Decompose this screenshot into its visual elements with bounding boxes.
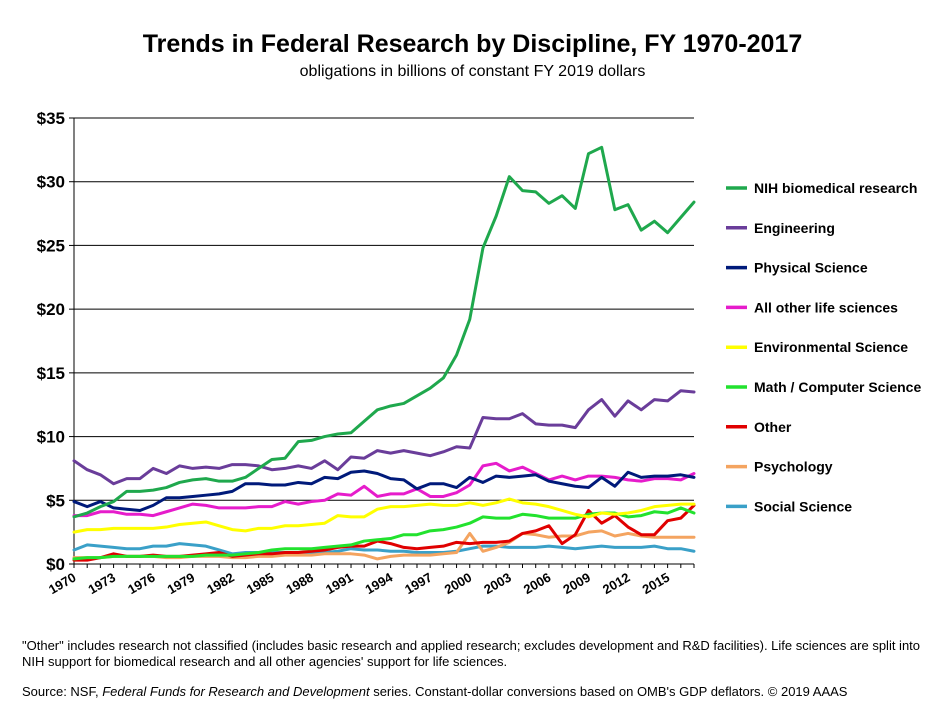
series-line-social-science [72,542,696,556]
y-tick-label: $25 [37,236,65,255]
y-tick-labels: $0 $5 $10 $15 $20 $25 $30 $35 [37,109,65,574]
y-tick-label: $0 [46,555,65,574]
x-tick-label: 1991 [323,570,356,597]
source-note: Source: NSF, Federal Funds for Research … [22,684,927,699]
x-tick-label: 2006 [521,570,554,597]
x-tick-label: 2009 [560,570,593,597]
y-tick-label: $20 [37,300,65,319]
series-line-all-other-life-sciences [72,461,696,518]
legend-label-environmental-science: Environmental Science [754,339,908,355]
x-tick-label: 2000 [442,570,475,597]
x-tick-label: 2015 [640,570,673,597]
x-tick-label: 1982 [204,570,237,597]
x-tick-label: 2003 [481,570,514,597]
legend-label-all-other-life-sciences: All other life sciences [754,299,898,315]
y-tick-label: $30 [37,173,65,192]
y-tick-label: $10 [37,428,65,447]
legend-label-other: Other [754,419,792,435]
legend-label-nih-biomedical-research: NIH biomedical research [754,180,917,196]
x-tick-label: 1988 [283,570,316,597]
legend-label-psychology: Psychology [754,459,833,475]
x-tick-labels: 1970 1973 1976 1979 1982 1985 1988 1991 1994 1997… [46,569,672,597]
source-prefix: Source: NSF, [22,684,103,699]
series-lines [72,145,696,562]
x-tick-label: 1979 [165,570,198,597]
x-tick-label: 1985 [244,570,277,597]
source-italic: Federal Funds for Research and Developme… [102,684,370,699]
x-tick-label: 1997 [402,570,435,597]
legend: NIH biomedical research Engineering Physic… [726,180,921,514]
y-tick-label: $35 [37,109,65,128]
legend-label-engineering: Engineering [754,220,835,236]
gridlines [74,117,694,501]
series-line-environmental-science [72,497,696,534]
source-suffix: series. Constant-dollar conversions base… [369,684,848,699]
chart-subtitle: obligations in billions of constant FY 2… [299,63,646,80]
x-tick-label: 1994 [363,569,396,597]
x-tick-label: 1976 [125,570,158,597]
series-line-engineering [72,389,696,486]
y-tick-label: $15 [37,364,65,383]
chart-title: Trends in Federal Research by Discipline… [142,30,803,58]
series-line-nih-biomedical-research [72,145,696,519]
line-chart: $0$5$10$15$20$25$30$35 1970 1973 1976 1979 1… [37,109,922,597]
series-line-math-computer-science [72,506,696,561]
series-line-physical-science [72,469,696,512]
x-tick-label: 1973 [86,570,119,597]
x-tick-label: 2012 [600,570,633,597]
axes [69,117,695,568]
y-tick-label: $5 [46,491,65,510]
legend-label-social-science: Social Science [754,498,852,514]
legend-label-math-computer-science: Math / Computer Science [754,379,921,395]
footnote: "Other" includes research not classified… [22,638,921,669]
legend-label-physical-science: Physical Science [754,260,868,276]
